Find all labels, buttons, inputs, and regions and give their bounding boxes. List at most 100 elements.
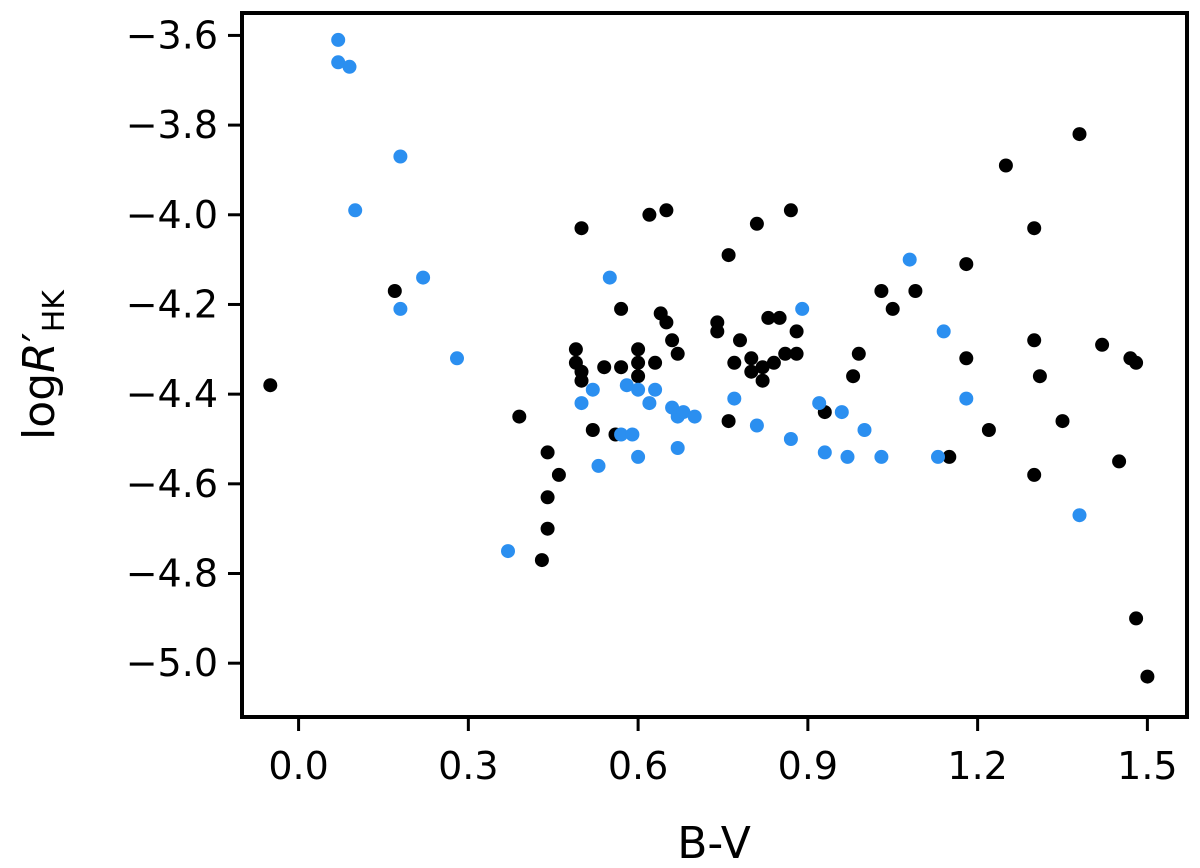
point-s1-29 [812,396,827,411]
plot-frame [240,11,1189,719]
point-s0-2 [512,409,527,424]
point-s0-20 [631,369,646,384]
point-s0-45 [789,346,804,361]
x-axis-label: B-V [677,818,751,868]
point-s0-53 [959,257,974,272]
y-axis: −3.6 −3.8 −4.0 −4.2 −4.4 −4.6 −4.8 −5.0 [126,13,242,685]
y-tick-label: −4.2 [126,282,218,326]
point-s0-24 [659,203,674,218]
point-s0-35 [744,364,759,379]
point-s0-48 [851,346,866,361]
point-s0-50 [885,301,900,316]
point-s1-3 [348,203,363,218]
point-s1-15 [625,427,640,442]
point-s0-26 [665,333,680,348]
y-tick-label: −3.6 [126,13,218,57]
point-s0-22 [648,355,663,370]
point-s1-17 [631,449,646,464]
point-s0-43 [783,203,798,218]
point-s0-67 [1129,611,1144,626]
point-s1-0 [331,32,346,47]
y-axis-label-italic: R [14,342,65,373]
point-s1-28 [795,301,810,316]
point-s0-54 [959,351,974,366]
point-s0-3 [534,553,549,568]
point-s1-14 [619,378,634,393]
point-s1-7 [450,351,464,366]
point-s0-6 [540,521,555,536]
x-tick-label: 0.0 [268,744,328,788]
point-s0-68 [1140,669,1155,684]
point-s1-35 [902,252,917,267]
y-tick-label: −5.0 [126,641,218,685]
point-s0-5 [540,490,555,505]
point-s1-37 [936,324,951,339]
point-s0-17 [614,301,629,316]
point-s1-19 [648,382,663,397]
x-tick-label: 0.6 [608,744,668,788]
point-s1-24 [687,409,702,424]
point-s0-8 [568,342,583,357]
point-s1-38 [959,391,974,406]
point-s1-26 [749,418,764,433]
point-s0-29 [710,324,725,339]
y-tick-label: −4.0 [126,193,218,237]
point-s0-12 [574,221,589,236]
point-s1-22 [670,441,685,455]
point-s1-27 [783,432,798,446]
point-s0-40 [766,355,781,370]
point-s0-16 [614,360,629,375]
point-s1-4 [393,149,408,164]
point-s0-21 [642,207,657,222]
point-s1-12 [602,270,617,285]
point-s0-0 [263,378,278,393]
point-s1-33 [857,423,872,437]
point-s1-10 [585,382,600,397]
point-s0-4 [540,445,555,460]
point-s0-1 [387,284,402,298]
point-s1-13 [614,427,629,442]
y-tick-label: −3.8 [126,103,218,147]
point-s0-31 [721,414,736,429]
point-s0-57 [1027,221,1042,236]
point-s1-6 [416,270,431,285]
y-axis-label: logR′HK [14,289,72,440]
point-s1-30 [817,445,832,460]
point-s1-9 [574,396,589,411]
point-s0-52 [942,449,957,464]
point-s0-30 [721,248,736,263]
point-s0-33 [733,333,747,348]
point-s0-58 [1027,333,1042,348]
point-s0-25 [659,315,674,330]
point-s0-19 [631,355,646,370]
point-s0-36 [749,216,764,231]
point-s1-8 [501,544,515,559]
point-s0-51 [908,284,923,298]
point-s0-27 [670,346,685,361]
point-s1-23 [676,405,691,420]
x-axis: 0.0 0.3 0.6 0.9 1.2 1.5 [268,717,1178,788]
point-s1-2 [342,59,357,74]
point-s0-66 [1129,355,1144,370]
point-s0-56 [998,158,1013,173]
point-s0-44 [789,324,804,339]
point-s1-25 [727,391,742,406]
y-tick-label: −4.8 [126,552,218,596]
y-axis-label-prime: ′ [14,332,65,342]
point-s1-32 [840,449,855,464]
point-s1-16 [631,382,646,397]
point-s1-36 [931,449,945,464]
point-s1-39 [1072,508,1087,523]
point-s1-5 [393,301,408,316]
point-s0-47 [846,369,861,384]
point-s0-55 [981,423,996,437]
point-s0-32 [727,355,742,370]
x-tick-label: 1.2 [947,744,1007,788]
point-s1-1 [331,55,346,70]
point-s0-13 [585,423,600,437]
data-points [263,32,1155,684]
point-s1-34 [874,449,889,464]
y-tick-label: −4.6 [126,462,218,506]
point-s0-49 [874,284,889,298]
